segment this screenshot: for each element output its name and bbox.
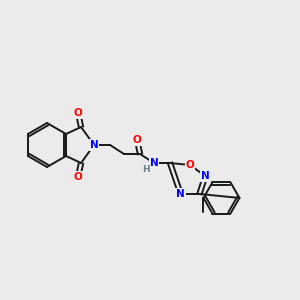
- Text: N: N: [150, 158, 158, 168]
- Text: O: O: [74, 172, 82, 182]
- Text: O: O: [186, 160, 194, 170]
- Text: O: O: [74, 108, 82, 118]
- Text: N: N: [201, 171, 210, 181]
- Text: N: N: [176, 189, 185, 199]
- Text: H: H: [142, 164, 150, 173]
- Text: O: O: [133, 135, 141, 145]
- Text: N: N: [90, 140, 98, 150]
